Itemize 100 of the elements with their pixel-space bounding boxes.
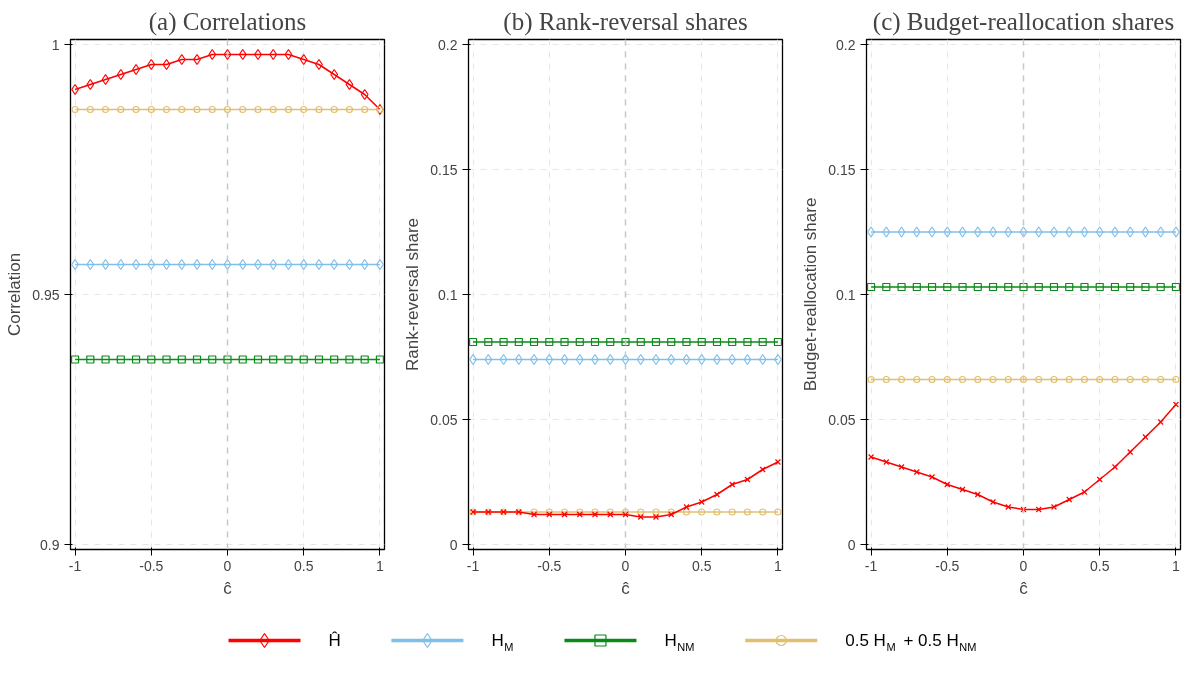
point	[1110, 282, 1120, 292]
point	[101, 105, 110, 114]
point	[1034, 282, 1043, 292]
y-tick-label: 0.9	[40, 536, 60, 553]
point	[759, 508, 767, 516]
chart-title: (c) Budget-reallocation shares	[872, 7, 1175, 36]
point	[989, 375, 997, 384]
y-axis-title: Rank-reversal share	[403, 217, 423, 372]
point	[330, 105, 338, 114]
point	[1095, 226, 1104, 238]
point	[1080, 375, 1089, 384]
point	[1157, 418, 1164, 426]
point	[208, 105, 216, 114]
point	[1035, 506, 1042, 513]
x-tick-label: -0.5	[537, 557, 562, 574]
point	[1035, 375, 1043, 384]
point	[897, 226, 906, 238]
point	[943, 282, 952, 292]
point	[958, 226, 967, 238]
point	[345, 355, 354, 364]
point	[1005, 503, 1012, 511]
point	[1065, 226, 1074, 238]
y-tick-label: 0	[449, 536, 458, 553]
y-tick-label: 0.05	[828, 411, 856, 428]
point	[728, 508, 736, 516]
point	[651, 337, 661, 347]
point	[943, 226, 952, 238]
point	[958, 282, 967, 292]
point	[636, 337, 645, 347]
point	[882, 375, 890, 384]
point	[927, 282, 937, 292]
point	[1004, 282, 1013, 292]
point	[484, 337, 493, 347]
point	[131, 355, 141, 364]
point	[1065, 282, 1074, 292]
x-tick-label: 0.5	[691, 557, 712, 574]
y-tick-label: 0.2	[438, 36, 458, 53]
point	[958, 375, 967, 384]
point	[575, 337, 584, 347]
point	[253, 355, 263, 364]
point	[299, 355, 308, 364]
point	[70, 355, 80, 364]
point	[178, 105, 186, 114]
point	[1004, 226, 1013, 238]
point	[1096, 476, 1103, 483]
chart-title: (b) Rank-reversal shares	[503, 7, 748, 36]
point	[712, 337, 722, 347]
point	[238, 355, 247, 364]
point	[345, 105, 354, 114]
point	[1096, 375, 1104, 384]
point	[223, 105, 232, 114]
y-tick-label: 0.95	[32, 286, 60, 303]
point	[1080, 282, 1089, 292]
y-tick-label: 0.15	[430, 161, 458, 178]
x-tick-label: 1	[1172, 557, 1181, 574]
point	[728, 337, 737, 347]
point	[1141, 226, 1150, 238]
point	[545, 337, 554, 347]
point	[361, 105, 369, 114]
point	[713, 508, 721, 516]
y-tick-label: 0.1	[836, 286, 856, 303]
x-tick-label: 0.5	[1089, 557, 1110, 574]
point	[698, 508, 706, 516]
point	[637, 508, 645, 516]
chart-title: (a) Correlations	[148, 7, 307, 36]
point	[499, 337, 508, 347]
point	[162, 355, 171, 364]
point	[913, 375, 921, 384]
point	[882, 226, 891, 238]
point	[314, 355, 324, 364]
point	[883, 458, 890, 466]
point	[912, 226, 921, 238]
point	[1126, 375, 1134, 384]
x-tick-label: 0	[223, 557, 232, 574]
point	[239, 105, 247, 114]
point	[86, 355, 95, 364]
point	[974, 375, 982, 384]
x-tick-label: -0.5	[139, 557, 164, 574]
point	[637, 513, 644, 521]
point	[988, 282, 998, 292]
point	[514, 337, 523, 347]
point	[973, 282, 982, 292]
point	[867, 226, 876, 238]
point	[193, 105, 201, 114]
point	[912, 282, 921, 292]
point	[1049, 282, 1059, 292]
point	[529, 337, 539, 347]
point	[330, 355, 339, 364]
y-tick-label: 0.2	[836, 36, 856, 53]
point	[1080, 226, 1089, 238]
point	[1141, 375, 1150, 384]
point	[974, 491, 981, 498]
x-tick-label: 1	[774, 557, 783, 574]
point	[1095, 282, 1104, 292]
point	[208, 355, 217, 364]
point	[729, 481, 736, 488]
point	[269, 355, 278, 364]
point	[866, 282, 876, 292]
x-tick-label: 0	[1019, 557, 1028, 574]
point	[254, 105, 262, 114]
